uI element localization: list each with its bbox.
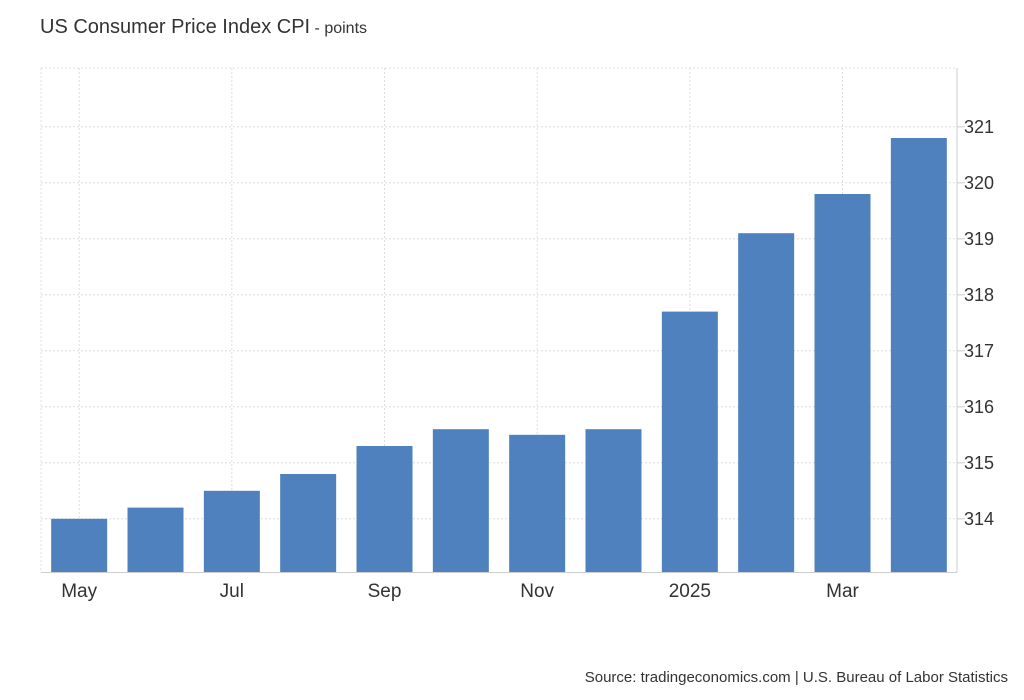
x-tick-label: Mar	[826, 581, 859, 602]
bar	[661, 311, 718, 572]
source-attribution: Source: tradingeconomics.com | U.S. Bure…	[584, 669, 1008, 686]
y-tick-label: 321	[964, 117, 994, 137]
bar	[356, 446, 413, 572]
y-tick-label: 320	[964, 173, 994, 193]
y-tick-label: 317	[964, 341, 994, 361]
x-tick-label: Nov	[520, 581, 554, 602]
x-tick-label: Jul	[220, 581, 244, 602]
x-tick-label: May	[61, 581, 97, 602]
bar	[127, 507, 184, 572]
chart-unit-separator: -	[310, 20, 325, 37]
x-tick-label: Sep	[368, 581, 402, 602]
y-tick-label: 316	[964, 397, 994, 417]
chart-title-text: US Consumer Price Index CPI	[40, 16, 311, 38]
bar	[432, 429, 489, 572]
bar	[890, 138, 947, 572]
x-tick-label: 2025	[669, 581, 711, 602]
bar	[509, 434, 566, 572]
y-tick-label: 319	[964, 229, 994, 249]
bar	[738, 233, 795, 572]
bar	[203, 490, 260, 572]
y-tick-label: 315	[964, 453, 994, 473]
y-tick-label: 318	[964, 285, 994, 305]
bar	[814, 194, 871, 572]
bar	[585, 429, 642, 572]
chart-unit-label: points	[324, 20, 368, 37]
chart-title: US Consumer Price Index CPI - points	[40, 16, 367, 39]
y-tick-label: 314	[964, 509, 994, 529]
bar	[51, 518, 108, 572]
bar	[280, 474, 337, 572]
